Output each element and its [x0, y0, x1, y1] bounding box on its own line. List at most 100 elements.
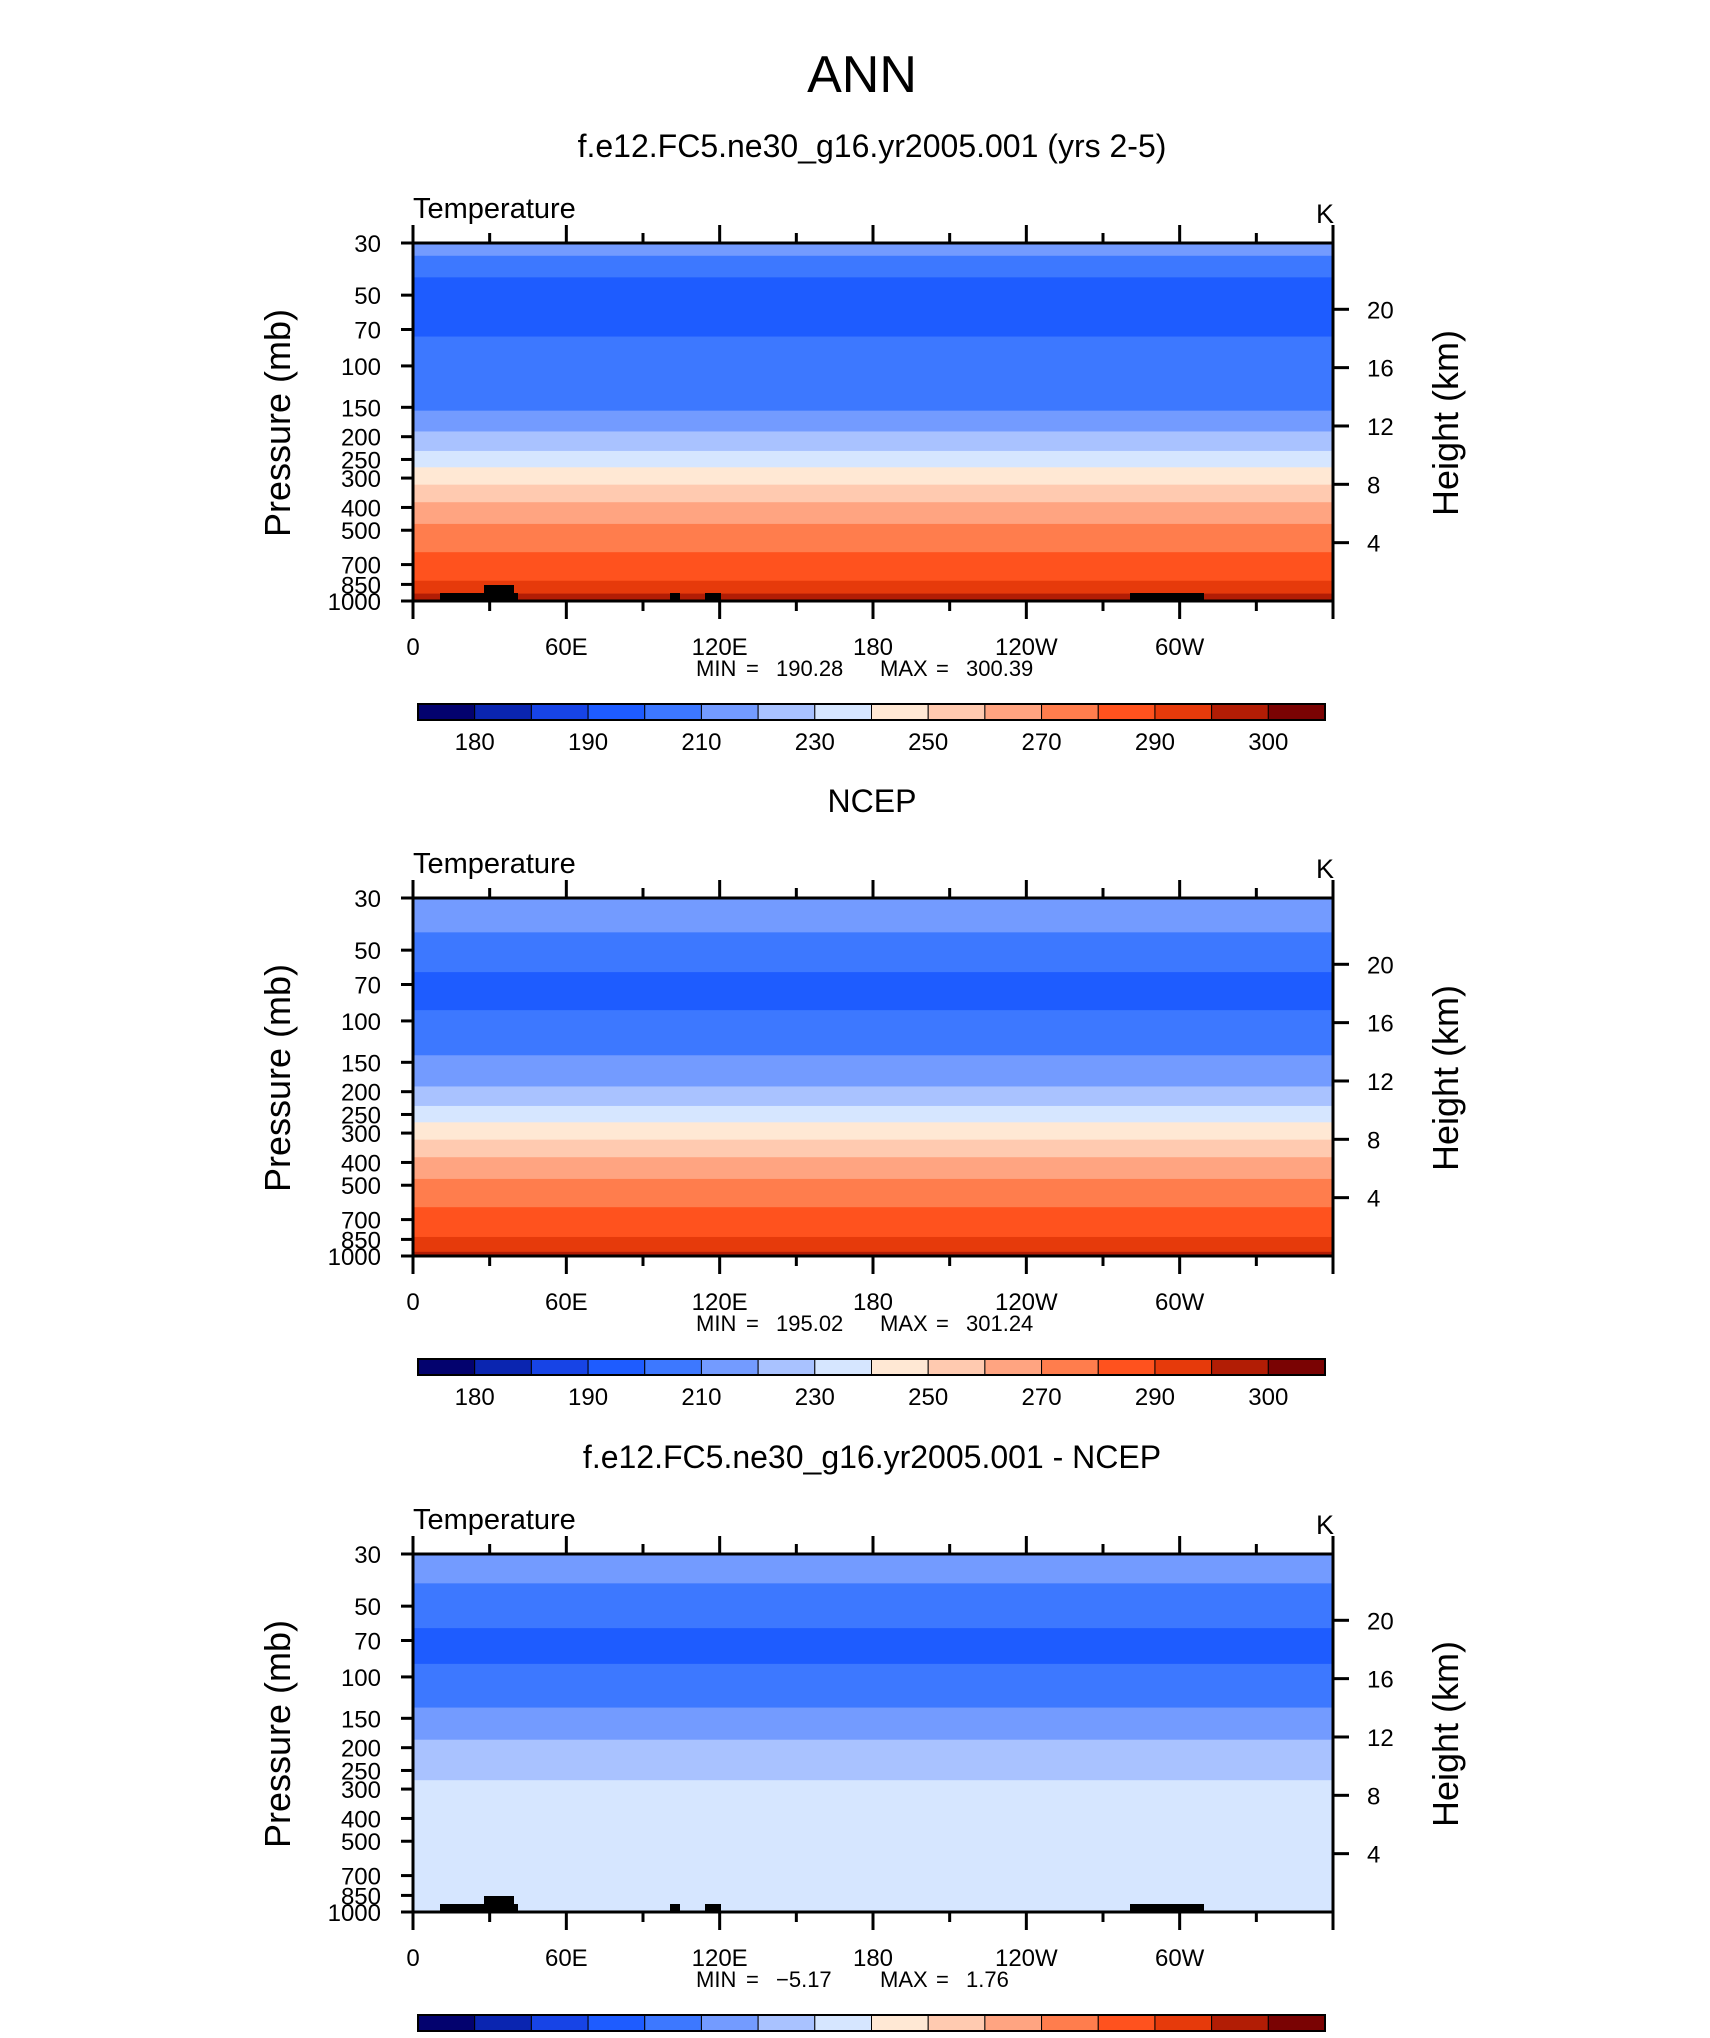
- y-tick-label: 100: [341, 1009, 381, 1036]
- min-max: MIN = 190.28 MAX = 300.39: [696, 656, 1033, 681]
- colorbar-swatch: [1267, 1358, 1326, 1376]
- x-tick-label: 120W: [995, 634, 1058, 661]
- y-tick-right-label: 12: [1367, 414, 1394, 441]
- y-tick-label: 1000: [328, 1900, 381, 1927]
- x-tick-label: 120W: [995, 1289, 1058, 1316]
- colorbar-swatch: [871, 1358, 929, 1376]
- y-tick-label: 200: [341, 425, 381, 452]
- panel-title: f.e12.FC5.ne30_g16.yr2005.001 (yrs 2-5): [578, 128, 1167, 164]
- y-tick-label: 500: [341, 1173, 381, 1200]
- colorbar-swatch: [474, 1358, 532, 1376]
- colorbar-swatch: [644, 2014, 702, 2032]
- y-tick-label: 70: [354, 973, 381, 1000]
- y-tick-right-label: 8: [1367, 1783, 1380, 1810]
- colorbar-swatch: [814, 703, 872, 721]
- terrain-block: [440, 1904, 518, 1912]
- y-ticks-right: 20 16 12 8 4: [1333, 952, 1394, 1213]
- panel-1: f.e12.FC5.ne30_g16.yr2005.001 (yrs 2-5)T…: [257, 128, 1466, 756]
- colorbar-label: 300: [1248, 1384, 1288, 1411]
- ylabel-right: Height (km): [1425, 1641, 1466, 1827]
- min-eq: =: [746, 656, 759, 681]
- x-tick-label: 60E: [545, 634, 588, 661]
- y-tick-label: 500: [341, 1829, 381, 1856]
- colorbar-label: 210: [681, 1384, 721, 1411]
- panel-2: NCEP Temperature K 0 60E 120E 180 120W 60W 30 50 70…: [257, 783, 1466, 1411]
- x-tick-label: 120E: [692, 1945, 748, 1972]
- colorbar-swatch: [814, 1358, 872, 1376]
- ylabel-right: Height (km): [1425, 985, 1466, 1171]
- colorbar-swatch: [1154, 703, 1213, 721]
- colorbar-swatch: [871, 2014, 929, 2032]
- ylabel-left: Pressure (mb): [257, 1620, 298, 1848]
- y-tick-right-label: 8: [1367, 472, 1380, 499]
- colorbar-swatch: [417, 2014, 476, 2032]
- y-tick-label: 30: [354, 1542, 381, 1569]
- min-value: −5.17: [776, 1967, 832, 1992]
- x-tick-label: 120E: [692, 1289, 748, 1316]
- colorbar-swatch: [587, 703, 646, 721]
- colorbar-swatch: [1097, 1358, 1156, 1376]
- y-tick-label: 250: [341, 1758, 381, 1785]
- terrain-mask: [440, 585, 1204, 601]
- max-eq: =: [936, 656, 949, 681]
- ylabel-right: Height (km): [1425, 330, 1466, 516]
- x-tick-label: 60W: [1155, 634, 1205, 661]
- colorbar-swatch: [1267, 2014, 1326, 2032]
- y-tick-label: 250: [341, 447, 381, 474]
- colorbar-swatch: [814, 2014, 872, 2032]
- colorbar-label: 210: [681, 729, 721, 756]
- terrain-block: [705, 593, 721, 601]
- colorbar-swatch: [1097, 2014, 1156, 2032]
- colorbar-swatch: [474, 703, 532, 721]
- y-tick-right-label: 20: [1367, 952, 1394, 979]
- y-tick-label: 70: [354, 318, 381, 345]
- y-tick-label: 700: [341, 553, 381, 580]
- colorbar-swatch: [644, 1358, 702, 1376]
- colorbar: −9−7−5−4−3−2−101234579: [417, 2014, 1326, 2032]
- colorbar-label: 290: [1135, 1384, 1175, 1411]
- x-tick-label: 60W: [1155, 1289, 1205, 1316]
- colorbar-swatch: [984, 703, 1043, 721]
- y-tick-label: 50: [354, 938, 381, 965]
- y-tick-right-label: 20: [1367, 1608, 1394, 1635]
- colorbar-swatch: [530, 2014, 589, 2032]
- max-label: MAX: [880, 1311, 928, 1336]
- units-label: K: [1316, 1510, 1334, 1540]
- y-ticks-right: 20 16 12 8 4: [1333, 1608, 1394, 1869]
- colorbar-label: 180: [455, 729, 495, 756]
- colorbar-swatch: [984, 2014, 1043, 2032]
- x-ticks: 0 60E 120E 180 120W 60W: [406, 1536, 1335, 1972]
- colorbar-swatch: [1154, 1358, 1213, 1376]
- y-tick-right-label: 4: [1367, 1186, 1380, 1213]
- y-tick-label: 300: [341, 1121, 381, 1148]
- y-tick-label: 850: [341, 572, 381, 599]
- y-tick-label: 50: [354, 283, 381, 310]
- min-max: MIN = −5.17 MAX = 1.76: [696, 1967, 1009, 1992]
- y-tick-label: 200: [341, 1736, 381, 1763]
- colorbar-swatch: [1211, 1358, 1269, 1376]
- terrain-mask: [440, 1896, 1204, 1912]
- max-value: 1.76: [966, 1967, 1009, 1992]
- max-label: MAX: [880, 656, 928, 681]
- min-label: MIN: [696, 656, 736, 681]
- min-value: 195.02: [776, 1311, 843, 1336]
- terrain-block: [484, 585, 514, 601]
- max-label: MAX: [880, 1967, 928, 1992]
- x-ticks: 0 60E 120E 180 120W 60W: [406, 880, 1335, 1316]
- colorbar-swatch: [417, 1358, 476, 1376]
- terrain-block: [484, 1896, 514, 1912]
- y-tick-label: 400: [341, 1806, 381, 1833]
- contour-bands: [413, 1554, 1333, 1912]
- colorbar-swatch: [1211, 2014, 1269, 2032]
- colorbar-swatch: [530, 1358, 589, 1376]
- y-tick-label: 850: [341, 1227, 381, 1254]
- x-tick-label: 0: [406, 1289, 419, 1316]
- colorbar-swatch: [700, 2014, 759, 2032]
- colorbar-label: 300: [1248, 729, 1288, 756]
- colorbar-swatch: [474, 2014, 532, 2032]
- terrain-block: [1130, 1904, 1204, 1912]
- colorbar-label: 270: [1022, 1384, 1062, 1411]
- colorbar-label: 230: [795, 1384, 835, 1411]
- y-tick-label: 100: [341, 354, 381, 381]
